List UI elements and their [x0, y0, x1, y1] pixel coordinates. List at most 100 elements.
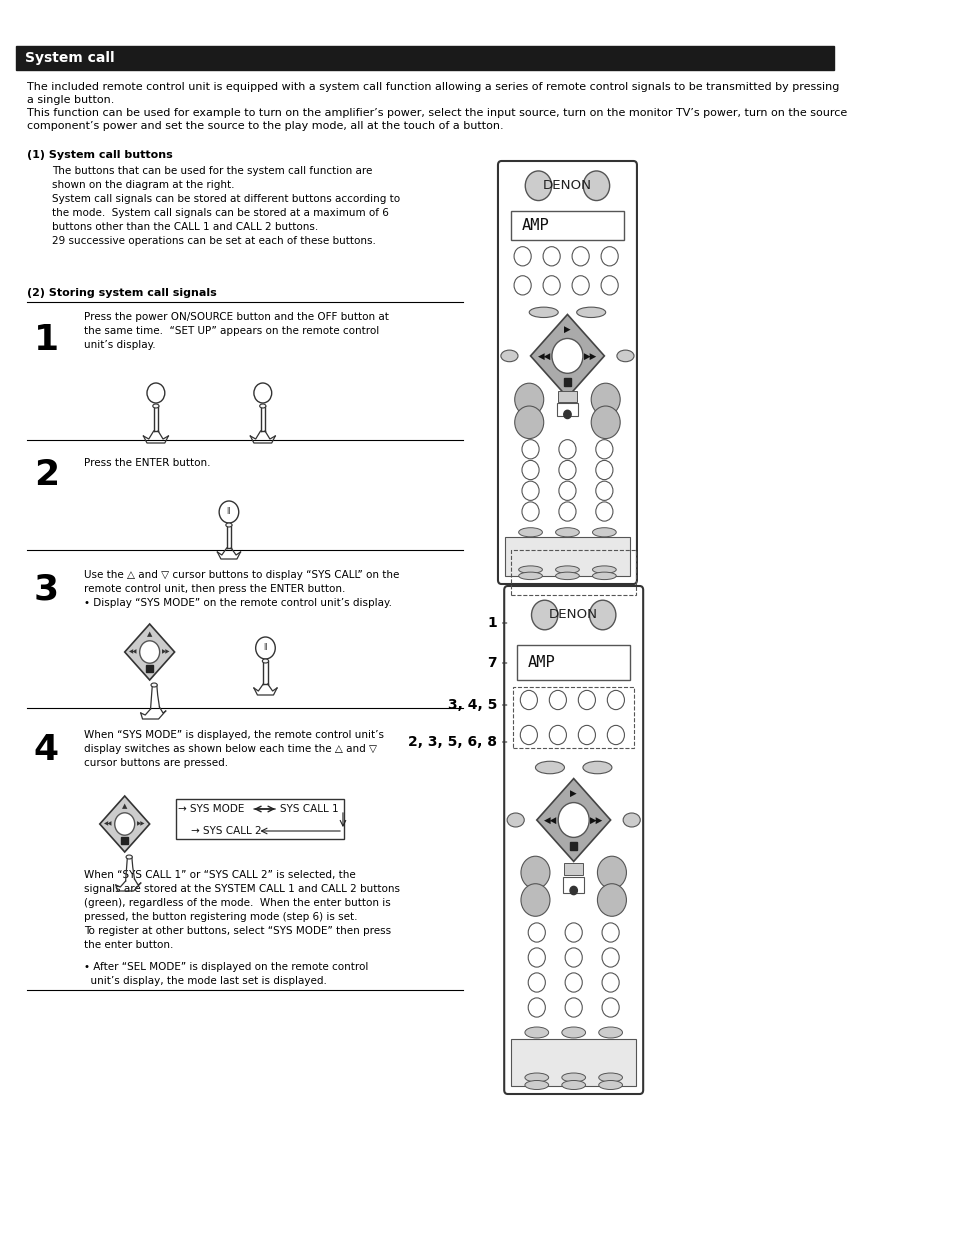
Circle shape: [558, 439, 576, 459]
Circle shape: [600, 246, 618, 266]
Ellipse shape: [226, 523, 232, 527]
Text: 2, 3, 5, 6, 8: 2, 3, 5, 6, 8: [408, 735, 497, 748]
Text: ◀◀: ◀◀: [543, 815, 557, 825]
Text: System call: System call: [25, 51, 114, 66]
Text: • After “SEL MODE” is displayed on the remote control
  unit’s display, the mode: • After “SEL MODE” is displayed on the r…: [84, 962, 368, 986]
Ellipse shape: [592, 565, 616, 574]
Text: ▼: ▼: [122, 839, 128, 845]
Circle shape: [601, 948, 618, 967]
Circle shape: [528, 972, 545, 992]
Text: ▼: ▼: [147, 667, 152, 673]
Ellipse shape: [617, 350, 634, 361]
Text: 3: 3: [33, 573, 59, 607]
Text: ▶▶: ▶▶: [161, 649, 170, 654]
Circle shape: [542, 246, 559, 266]
Circle shape: [514, 246, 531, 266]
Text: 1: 1: [487, 616, 497, 630]
Ellipse shape: [555, 573, 578, 580]
Circle shape: [139, 641, 159, 663]
Circle shape: [528, 923, 545, 943]
Ellipse shape: [555, 544, 578, 553]
Bar: [564, 862, 582, 875]
Ellipse shape: [524, 1080, 548, 1090]
Ellipse shape: [262, 659, 269, 663]
Text: 4: 4: [33, 734, 59, 767]
Text: ◀◀: ◀◀: [537, 351, 551, 360]
Circle shape: [531, 600, 558, 630]
Ellipse shape: [524, 1047, 548, 1058]
FancyBboxPatch shape: [497, 161, 637, 584]
Text: ▲: ▲: [147, 631, 152, 637]
Circle shape: [601, 923, 618, 943]
Circle shape: [582, 171, 609, 200]
Circle shape: [521, 460, 538, 480]
Text: → SYS MODE: → SYS MODE: [178, 804, 244, 814]
Ellipse shape: [561, 1072, 585, 1082]
Text: Press the power ON/SOURCE button and the OFF button at
the same time.  “SET UP” : Press the power ON/SOURCE button and the…: [84, 312, 388, 350]
Circle shape: [578, 725, 595, 745]
Circle shape: [558, 481, 576, 501]
Ellipse shape: [518, 573, 542, 580]
Ellipse shape: [561, 1047, 585, 1058]
Polygon shape: [100, 795, 150, 852]
Circle shape: [147, 383, 165, 403]
Text: II: II: [227, 507, 231, 517]
Ellipse shape: [561, 1027, 585, 1038]
Circle shape: [601, 972, 618, 992]
Bar: [504, 537, 629, 576]
Ellipse shape: [592, 573, 616, 580]
Ellipse shape: [592, 557, 616, 565]
Text: ▶▶: ▶▶: [136, 821, 145, 826]
Ellipse shape: [500, 350, 517, 361]
Circle shape: [591, 383, 619, 416]
Bar: [558, 391, 576, 402]
Circle shape: [597, 856, 626, 888]
Circle shape: [219, 501, 238, 523]
Ellipse shape: [622, 813, 639, 828]
Circle shape: [549, 690, 566, 710]
Text: This function can be used for example to turn on the amplifier’s power, select t: This function can be used for example to…: [27, 108, 846, 131]
Circle shape: [597, 883, 626, 917]
Text: AMP: AMP: [520, 218, 549, 233]
Circle shape: [564, 972, 581, 992]
Ellipse shape: [524, 1072, 548, 1082]
Ellipse shape: [592, 528, 616, 537]
Bar: [121, 837, 128, 844]
Ellipse shape: [561, 1063, 585, 1072]
Circle shape: [514, 276, 531, 294]
Circle shape: [114, 813, 134, 835]
Circle shape: [572, 246, 589, 266]
Circle shape: [607, 690, 624, 710]
Ellipse shape: [598, 1072, 621, 1082]
Text: The buttons that can be used for the system call function are
shown on the diagr: The buttons that can be used for the sys…: [51, 166, 399, 246]
Text: When “SYS MODE” is displayed, the remote control unit’s
display switches as show: When “SYS MODE” is displayed, the remote…: [84, 730, 383, 768]
Text: → SYS CALL 2: → SYS CALL 2: [191, 826, 261, 836]
Circle shape: [521, 439, 538, 459]
Ellipse shape: [259, 404, 266, 408]
Text: The included remote control unit is equipped with a system call function allowin: The included remote control unit is equi…: [27, 82, 839, 105]
Ellipse shape: [518, 528, 542, 537]
Text: Press the ENTER button.: Press the ENTER button.: [84, 458, 210, 468]
Text: ▲: ▲: [122, 803, 128, 809]
Bar: [176, 799, 343, 839]
Circle shape: [563, 411, 571, 418]
Text: (1) System call buttons: (1) System call buttons: [27, 150, 172, 160]
Circle shape: [596, 481, 612, 501]
Ellipse shape: [598, 1080, 621, 1090]
Circle shape: [564, 948, 581, 967]
Bar: [570, 841, 577, 850]
Text: ▶: ▶: [563, 324, 570, 334]
Polygon shape: [125, 623, 174, 680]
Circle shape: [596, 502, 612, 521]
Circle shape: [525, 171, 551, 200]
Circle shape: [528, 998, 545, 1017]
Circle shape: [564, 998, 581, 1017]
Circle shape: [607, 725, 624, 745]
Ellipse shape: [535, 761, 564, 774]
Ellipse shape: [582, 761, 611, 774]
Ellipse shape: [529, 307, 558, 318]
Ellipse shape: [518, 544, 542, 553]
Text: SYS CALL 1: SYS CALL 1: [279, 804, 338, 814]
Circle shape: [528, 948, 545, 967]
Ellipse shape: [555, 557, 578, 565]
